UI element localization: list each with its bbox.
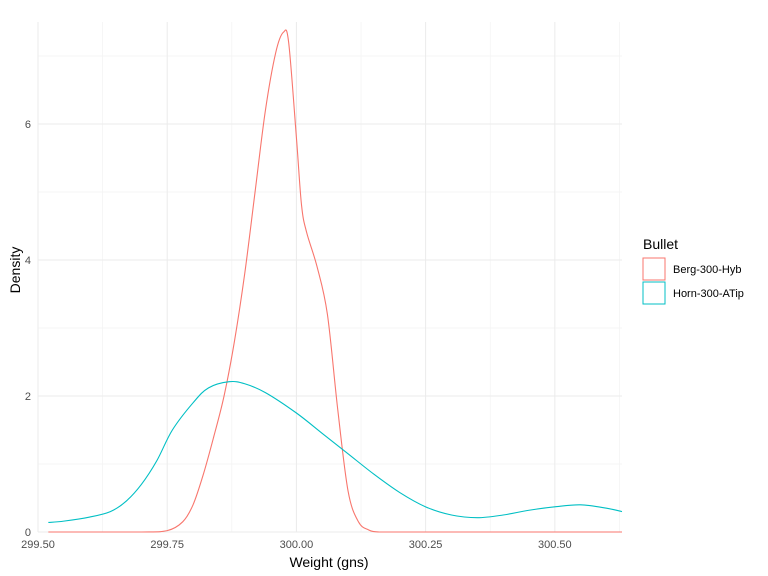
legend-title: Bullet xyxy=(643,236,678,252)
minor-gridlines xyxy=(38,22,622,532)
legend-label: Horn-300-ATip xyxy=(673,288,744,300)
y-axis-ticks: 0 2 4 6 xyxy=(25,119,31,539)
density-lines xyxy=(48,29,623,533)
legend-key-berg-300-hyb xyxy=(642,257,666,281)
major-gridlines xyxy=(37,22,622,533)
x-axis-title: Weight (gns) xyxy=(289,554,368,570)
x-tick-label: 299.50 xyxy=(21,539,55,551)
x-tick-label: 300.00 xyxy=(280,539,314,551)
legend-key-horn-300-atip xyxy=(642,281,666,305)
x-tick-label: 300.50 xyxy=(538,539,572,551)
legend: Bullet Berg-300-Hyb Horn-300-ATip xyxy=(642,236,744,305)
legend-label: Berg-300-Hyb xyxy=(673,264,741,276)
y-tick-label: 4 xyxy=(25,255,31,267)
y-tick-label: 2 xyxy=(25,391,31,403)
density-line-berg-300-hyb xyxy=(48,29,622,533)
density-line-horn-300-atip xyxy=(48,380,623,524)
x-axis-ticks: 299.50 299.75 300.00 300.25 300.50 xyxy=(21,539,571,551)
y-tick-label: 6 xyxy=(25,119,31,131)
y-tick-label: 0 xyxy=(25,527,31,539)
x-tick-label: 299.75 xyxy=(150,539,184,551)
x-tick-label: 300.25 xyxy=(409,539,443,551)
y-axis-title: Density xyxy=(7,247,23,294)
